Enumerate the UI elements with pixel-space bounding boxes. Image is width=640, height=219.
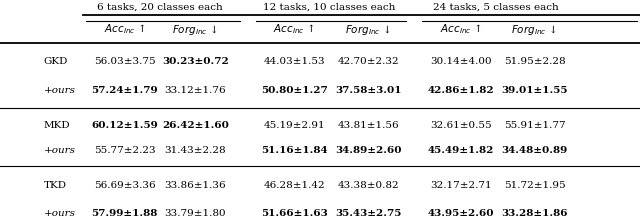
Text: MKD: MKD <box>44 121 70 130</box>
Text: 33.79±1.80: 33.79±1.80 <box>164 209 226 218</box>
Text: $Acc_{Inc}$ ↑: $Acc_{Inc}$ ↑ <box>440 23 482 36</box>
Text: 24 tasks, 5 classes each: 24 tasks, 5 classes each <box>433 3 559 12</box>
Text: 56.03±3.75: 56.03±3.75 <box>94 57 156 66</box>
Text: 43.95±2.60: 43.95±2.60 <box>428 209 494 218</box>
Text: 33.12±1.76: 33.12±1.76 <box>164 86 226 95</box>
Text: 55.77±2.23: 55.77±2.23 <box>94 147 156 155</box>
Text: 30.23±0.72: 30.23±0.72 <box>162 57 228 66</box>
Text: $Acc_{Inc}$ ↑: $Acc_{Inc}$ ↑ <box>273 23 316 36</box>
Text: 26.42±1.60: 26.42±1.60 <box>162 121 228 130</box>
Text: 32.61±0.55: 32.61±0.55 <box>430 121 492 130</box>
Text: 44.03±1.53: 44.03±1.53 <box>264 57 325 66</box>
Text: 33.28±1.86: 33.28±1.86 <box>501 209 568 218</box>
Text: +ours: +ours <box>44 209 76 218</box>
Text: 43.38±0.82: 43.38±0.82 <box>337 181 399 190</box>
Text: 46.28±1.42: 46.28±1.42 <box>264 181 325 190</box>
Text: +ours: +ours <box>44 86 76 95</box>
Text: 32.17±2.71: 32.17±2.71 <box>430 181 492 190</box>
Text: 34.89±2.60: 34.89±2.60 <box>335 147 401 155</box>
Text: 51.72±1.95: 51.72±1.95 <box>504 181 565 190</box>
Text: TKD: TKD <box>44 181 67 190</box>
Text: GKD: GKD <box>44 57 68 66</box>
Text: +ours: +ours <box>44 147 76 155</box>
Text: 31.43±2.28: 31.43±2.28 <box>164 147 226 155</box>
Text: 12 tasks, 10 classes each: 12 tasks, 10 classes each <box>264 3 396 12</box>
Text: $Forg_{Inc}$ ↓: $Forg_{Inc}$ ↓ <box>511 23 557 37</box>
Text: 57.99±1.88: 57.99±1.88 <box>92 209 158 218</box>
Text: 60.12±1.59: 60.12±1.59 <box>92 121 158 130</box>
Text: 42.86±1.82: 42.86±1.82 <box>428 86 494 95</box>
Text: 43.81±1.56: 43.81±1.56 <box>337 121 399 130</box>
Text: 42.70±2.32: 42.70±2.32 <box>337 57 399 66</box>
Text: 33.86±1.36: 33.86±1.36 <box>164 181 226 190</box>
Text: 39.01±1.55: 39.01±1.55 <box>501 86 568 95</box>
Text: 35.43±2.75: 35.43±2.75 <box>335 209 401 218</box>
Text: 45.19±2.91: 45.19±2.91 <box>264 121 325 130</box>
Text: 37.58±3.01: 37.58±3.01 <box>335 86 401 95</box>
Text: 51.16±1.84: 51.16±1.84 <box>261 147 328 155</box>
Text: $Forg_{Inc}$ ↓: $Forg_{Inc}$ ↓ <box>345 23 391 37</box>
Text: 50.80±1.27: 50.80±1.27 <box>261 86 328 95</box>
Text: 51.95±2.28: 51.95±2.28 <box>504 57 565 66</box>
Text: 30.14±4.00: 30.14±4.00 <box>430 57 492 66</box>
Text: 34.48±0.89: 34.48±0.89 <box>501 147 568 155</box>
Text: 51.66±1.63: 51.66±1.63 <box>261 209 328 218</box>
Text: 56.69±3.36: 56.69±3.36 <box>94 181 156 190</box>
Text: 57.24±1.79: 57.24±1.79 <box>92 86 158 95</box>
Text: 45.49±1.82: 45.49±1.82 <box>428 147 494 155</box>
Text: $Acc_{Inc}$ ↑: $Acc_{Inc}$ ↑ <box>104 23 146 36</box>
Text: $Forg_{Inc}$ ↓: $Forg_{Inc}$ ↓ <box>172 23 218 37</box>
Text: 55.91±1.77: 55.91±1.77 <box>504 121 565 130</box>
Text: 6 tasks, 20 classes each: 6 tasks, 20 classes each <box>97 3 223 12</box>
